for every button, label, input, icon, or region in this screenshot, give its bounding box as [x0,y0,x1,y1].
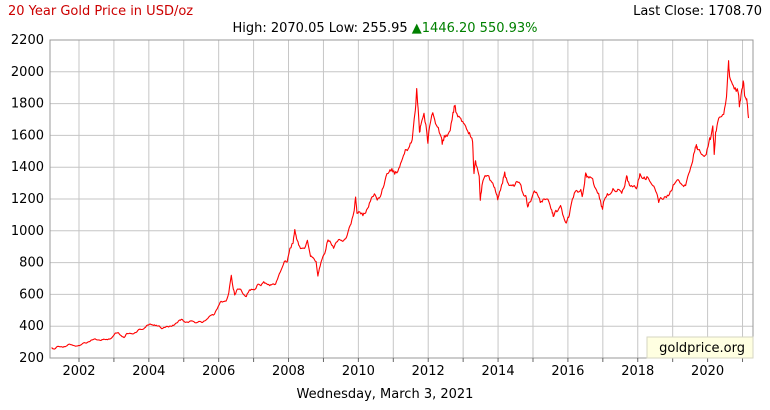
high-low-stats: High: 2070.05 Low: 255.95 ▲1446.20 550.9… [0,21,770,36]
watermark-box [646,336,754,359]
x-axis-label: 2016 [551,364,584,379]
x-axis-label: 2002 [62,364,95,379]
y-axis-label: 2000 [11,65,44,80]
chart-date: Wednesday, March 3, 2021 [296,387,474,402]
x-axis-label: 2010 [342,364,375,379]
y-axis-label: 600 [19,287,44,302]
y-axis-label: 1400 [11,160,44,175]
high-low-text: High: 2070.05 Low: 255.95 [232,21,408,36]
y-axis-label: 400 [19,319,44,334]
y-axis-label: 800 [19,256,44,271]
x-axis-label: 2014 [482,364,515,379]
x-axis-label: 2008 [272,364,305,379]
y-axis-label: 2200 [11,33,44,48]
plot-border [49,39,754,359]
x-axis-label: 2006 [202,364,235,379]
change-text: ▲1446.20 550.93% [411,21,538,36]
price-line [51,60,750,350]
x-axis-label: 2012 [412,364,445,379]
x-axis-label: 2020 [691,364,724,379]
x-axis-label: 2018 [621,364,654,379]
y-axis-label: 1200 [11,192,44,207]
y-axis-label: 1800 [11,97,44,112]
y-axis-label: 200 [19,351,44,366]
x-axis-label: 2004 [132,364,165,379]
chart-title: 20 Year Gold Price in USD/oz [8,4,194,19]
y-axis-label: 1600 [11,128,44,143]
y-axis-label: 1000 [11,224,44,239]
watermark-text: goldprice.org [659,341,745,356]
last-close-value: Last Close: 1708.70 [633,4,762,19]
